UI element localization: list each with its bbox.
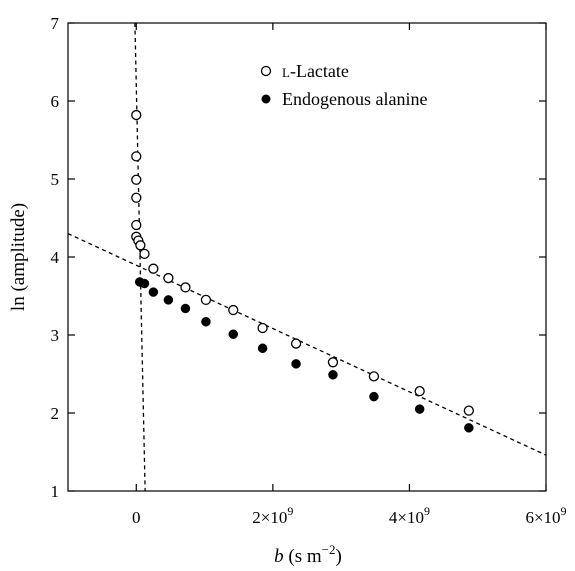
lactate-point <box>131 109 142 121</box>
y-tick-label: 2 <box>51 404 60 423</box>
lactate-point <box>131 219 142 231</box>
x-axis: 0 2×109 4×109 6×109 <box>132 23 567 527</box>
alanine-point <box>201 316 211 327</box>
y-axis: 1 2 3 4 5 6 7 <box>51 14 546 501</box>
alanine-point <box>291 359 301 369</box>
lactate-point <box>180 282 191 293</box>
fit-line <box>68 233 546 456</box>
alanine-point <box>180 303 191 314</box>
lactate-point <box>257 322 268 334</box>
alanine-point <box>163 295 174 305</box>
legend-marker-lactate <box>260 65 272 77</box>
alanine-point <box>139 278 150 289</box>
x-tick-label: 6×109 <box>525 504 566 527</box>
x-tick-label: 4×109 <box>389 504 430 527</box>
lactate-point <box>290 338 302 349</box>
lactate-point <box>200 294 212 306</box>
alanine-point <box>328 370 338 380</box>
lactate-point <box>414 386 425 397</box>
x-tick-label: 0 <box>132 508 141 527</box>
legend: L-Lactate Endogenous alanine <box>260 61 427 109</box>
fit-lines <box>68 23 546 491</box>
lactate-point <box>131 151 142 162</box>
alanine-point <box>369 391 379 402</box>
lactate-point <box>327 357 339 368</box>
alanine-point <box>228 329 239 339</box>
lactate-point <box>163 272 174 284</box>
fit-line <box>134 23 146 491</box>
lactate-point <box>139 248 150 260</box>
x-axis-title: b (s m−2) <box>274 542 342 567</box>
lactate-point <box>131 174 142 185</box>
legend-marker-alanine <box>261 94 271 104</box>
lactate-point <box>135 240 146 251</box>
alanine-point <box>148 287 159 297</box>
legend-label-lactate: L-Lactate <box>282 61 349 81</box>
y-tick-label: 6 <box>51 92 60 111</box>
lactate-point <box>463 405 474 416</box>
y-tick-label: 5 <box>51 170 60 189</box>
data-points <box>131 109 474 433</box>
y-tick-label: 1 <box>51 482 60 501</box>
y-tick-label: 3 <box>51 326 60 345</box>
alanine-point <box>464 423 474 433</box>
x-tick-label: 2×109 <box>252 504 293 527</box>
lactate-point <box>228 304 239 316</box>
y-axis-title: ln (amplitude) <box>8 203 29 311</box>
alanine-point <box>257 343 268 354</box>
lactate-point <box>131 192 142 203</box>
alanine-point <box>414 404 425 414</box>
lactate-point <box>148 263 159 274</box>
legend-label-alanine: Endogenous alanine <box>282 89 427 109</box>
y-tick-label: 7 <box>51 14 60 33</box>
y-tick-label: 4 <box>51 248 60 267</box>
lactate-point <box>368 371 380 382</box>
